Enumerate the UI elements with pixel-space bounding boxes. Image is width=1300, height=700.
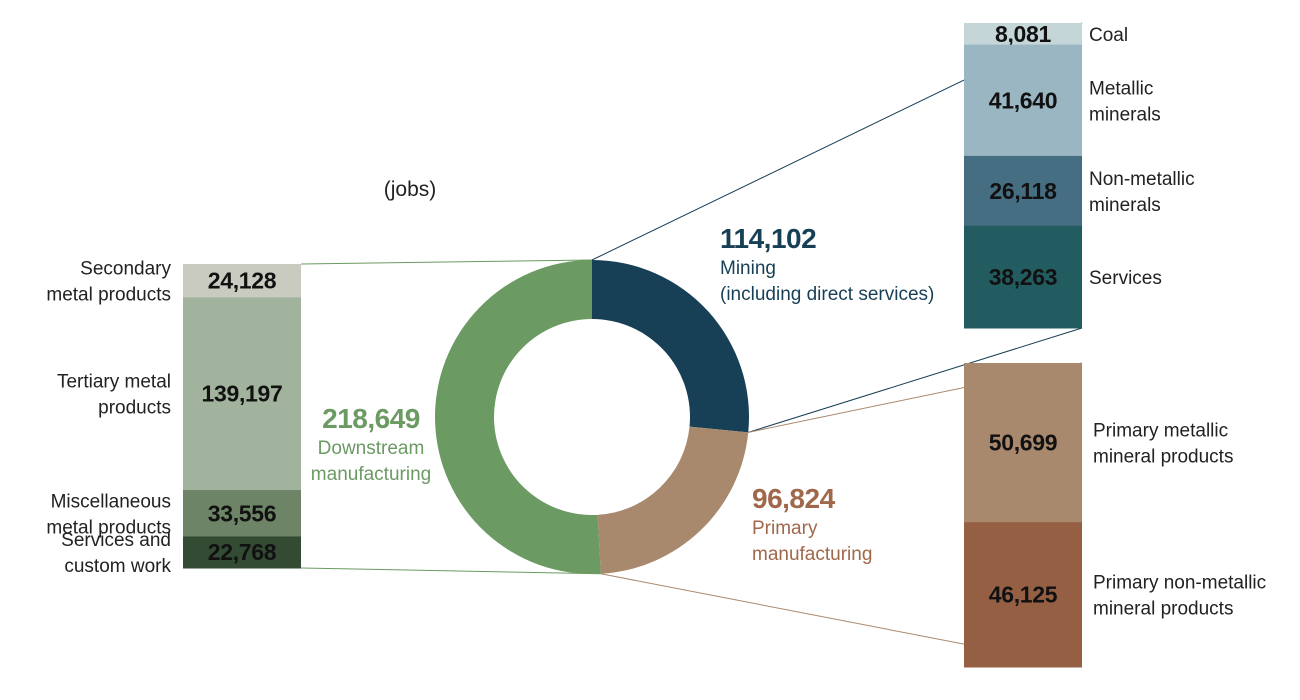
- segment-total-mining: 114,102: [720, 223, 816, 254]
- bar-value-metallic-minerals: 41,640: [989, 87, 1058, 113]
- bar-segment-miscellaneous-metal-products: [183, 490, 301, 537]
- segment-name-mining: (including direct services): [720, 284, 934, 305]
- bar-value-miscellaneous-metal-products: 33,556: [208, 500, 277, 526]
- donut-slice-downstream: [435, 260, 601, 574]
- segment-labels: 114,102 Mining (including direct services)…: [311, 223, 935, 565]
- segment-name-mining: Mining: [720, 258, 776, 279]
- breakdown-bars: 8,081 Coal 41,640 Metallic minerals 26,118 Non…: [46, 21, 1266, 668]
- bar-value-secondary-metal-products: 24,128: [208, 268, 277, 294]
- bar-label-services: Services: [1089, 268, 1162, 289]
- unit-label: (jobs): [384, 178, 437, 201]
- bar-segment-secondary-metal-products: [183, 264, 301, 298]
- bar-segment-tertiary-metal-products: [183, 297, 301, 491]
- donut-slice-mining: [592, 260, 749, 433]
- bar-label-primary-metallic-mineral-products: mineral products: [1093, 447, 1233, 468]
- bar-value-primary-non-metallic-mineral-products: 46,125: [989, 582, 1058, 608]
- bar-label-metallic-minerals: Metallic: [1089, 78, 1153, 99]
- bar-segment-primary-metallic-mineral-products: [964, 363, 1082, 523]
- bar-label-primary-metallic-mineral-products: Primary metallic: [1093, 421, 1228, 442]
- bar-label-primary-non-metallic-mineral-products: mineral products: [1093, 599, 1233, 620]
- bar-value-non-metallic-minerals: 26,118: [989, 178, 1057, 204]
- bar-label-non-metallic-minerals: Non-metallic: [1089, 169, 1195, 190]
- connector-mining-bottom: [748, 327, 1083, 433]
- bar-label-metallic-minerals: minerals: [1089, 104, 1161, 125]
- bar-value-services: 38,263: [989, 264, 1058, 290]
- connector-downstream-top: [300, 259, 593, 265]
- donut-ring: [435, 260, 749, 574]
- bar-label-primary-non-metallic-mineral-products: Primary non-metallic: [1093, 573, 1266, 594]
- bar-label-non-metallic-minerals: minerals: [1089, 195, 1161, 216]
- bar-label-tertiary-metal-products: products: [98, 398, 171, 419]
- connector-downstream-bottom: [300, 567, 601, 575]
- donut-slice-primary: [597, 426, 749, 574]
- segment-total-downstream: 218,649: [322, 403, 420, 434]
- bar-segment-services-and-custom-work: [183, 536, 301, 569]
- bar-segment-coal: [964, 23, 1082, 46]
- bar-value-coal: 8,081: [995, 21, 1052, 47]
- bar-label-services-and-custom-work: Services and: [61, 530, 171, 551]
- bar-label-secondary-metal-products: metal products: [46, 285, 171, 306]
- bar-value-primary-metallic-mineral-products: 50,699: [989, 430, 1058, 456]
- segment-total-primary: 96,824: [752, 483, 836, 514]
- bar-value-services-and-custom-work: 22,768: [208, 539, 277, 565]
- segment-name-primary: manufacturing: [752, 544, 872, 565]
- bar-label-secondary-metal-products: Secondary: [80, 259, 171, 280]
- segment-name-primary: Primary: [752, 518, 818, 539]
- bar-label-miscellaneous-metal-products: Miscellaneous: [51, 491, 171, 512]
- bar-segment-primary-non-metallic-mineral-products: [964, 522, 1082, 668]
- bar-label-tertiary-metal-products: Tertiary metal: [57, 372, 171, 393]
- segment-name-downstream: Downstream: [318, 438, 425, 459]
- bar-value-tertiary-metal-products: 139,197: [201, 381, 282, 407]
- bar-label-miscellaneous-metal-products: metal products: [46, 517, 171, 538]
- segment-name-downstream: manufacturing: [311, 464, 431, 485]
- bar-label-services-and-custom-work: custom work: [64, 556, 171, 577]
- bar-segment-services: [964, 225, 1082, 329]
- bar-label-coal: Coal: [1089, 25, 1128, 46]
- bar-segment-metallic-minerals: [964, 44, 1082, 157]
- bar-segment-non-metallic-minerals: [964, 155, 1082, 227]
